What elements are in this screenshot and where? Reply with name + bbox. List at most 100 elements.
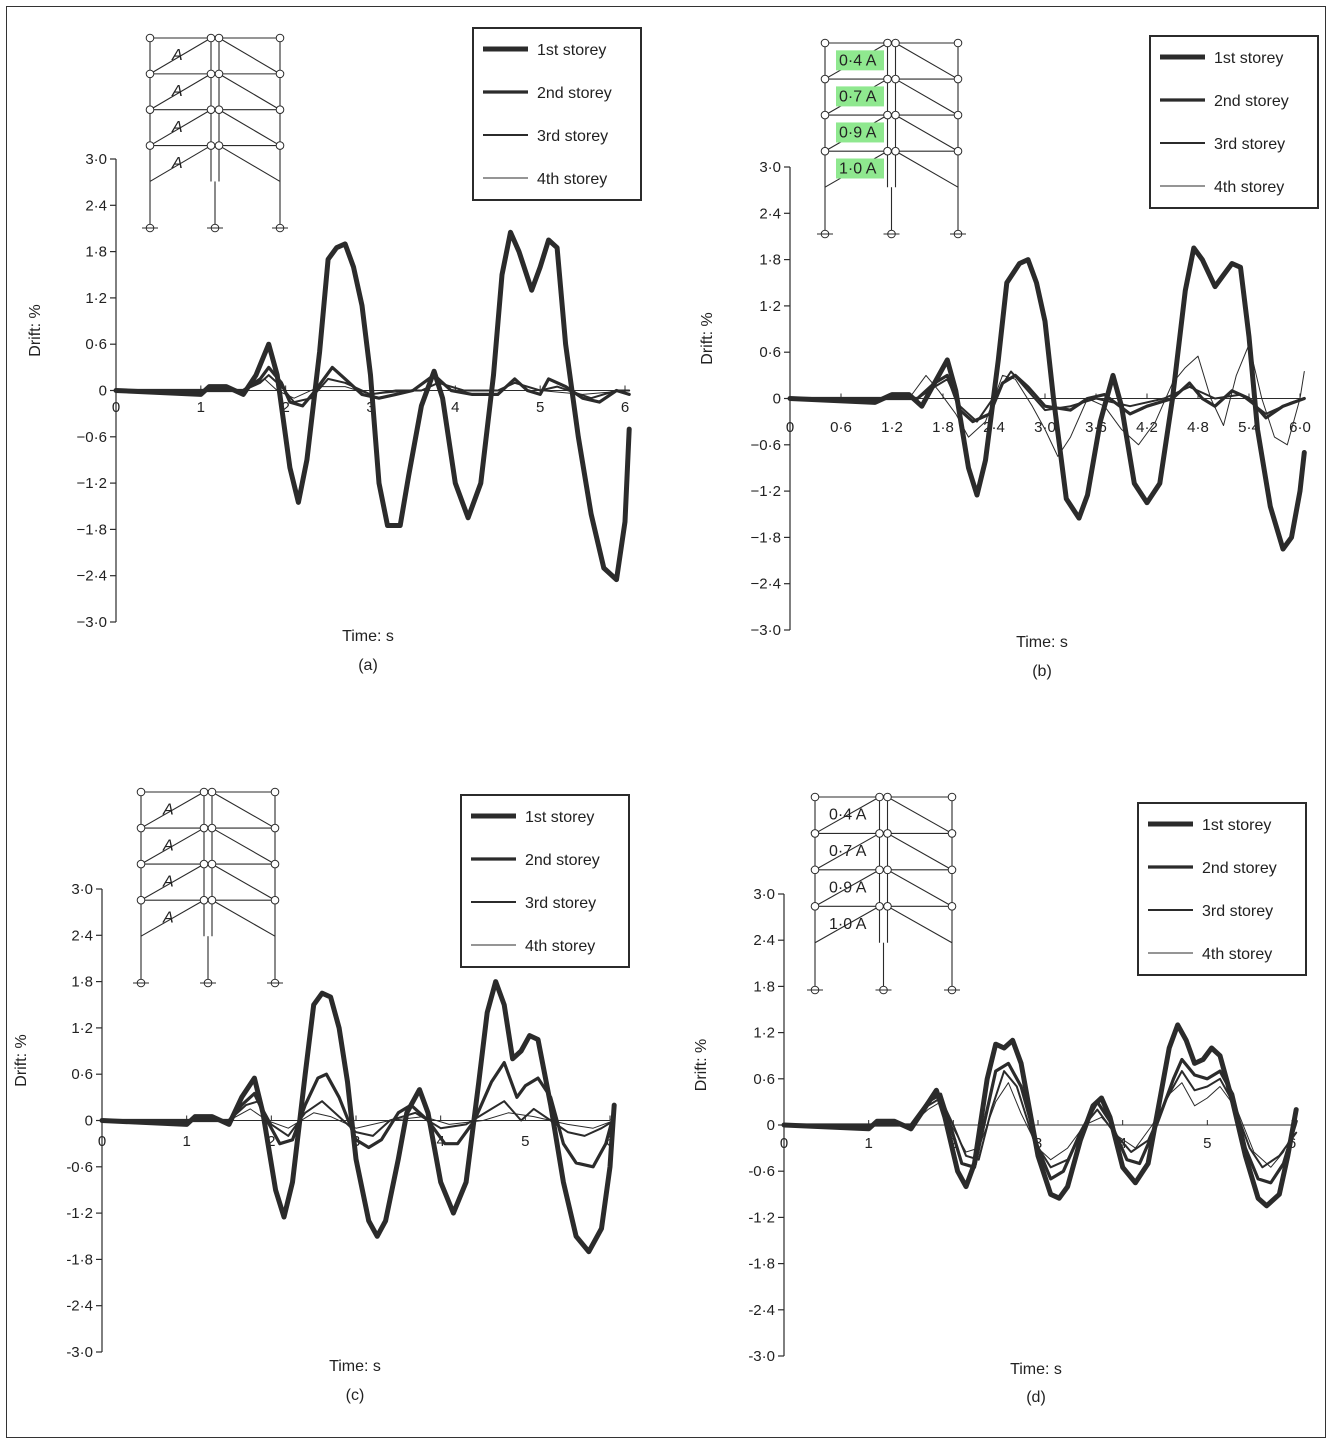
legend-entry: 3rd storey bbox=[525, 895, 596, 912]
y-tick-label: 1·2 bbox=[753, 1025, 775, 1042]
frame-brace bbox=[149, 37, 212, 75]
frame-hinge bbox=[883, 901, 892, 911]
x-axis-label: Time: s bbox=[1010, 1361, 1062, 1378]
frame-hinge bbox=[953, 38, 963, 48]
y-tick-label: −1·2 bbox=[751, 483, 781, 500]
frame-brace bbox=[814, 869, 880, 907]
y-tick-label: 1·2 bbox=[759, 298, 781, 315]
y-tick-label: 2·4 bbox=[753, 932, 775, 949]
y-tick-label: 2·4 bbox=[759, 205, 781, 222]
y-tick-label: −1·8 bbox=[77, 521, 107, 538]
frame-hinge bbox=[136, 823, 146, 833]
x-tick-label: 0 bbox=[112, 399, 120, 416]
frame-hinge bbox=[820, 110, 830, 120]
frame-hinge bbox=[207, 823, 217, 833]
frame-hinge bbox=[275, 33, 285, 43]
x-tick-label: 4 bbox=[436, 1133, 444, 1150]
panel-label: (c) bbox=[346, 1387, 365, 1404]
frame-brace bbox=[218, 145, 281, 182]
series-line-1 bbox=[781, 1022, 1299, 1209]
y-tick-label: -2·4 bbox=[748, 1302, 775, 1319]
frame-hinge bbox=[810, 829, 820, 838]
frame-hinge bbox=[891, 38, 900, 48]
y-tick-label: −2·4 bbox=[751, 576, 781, 593]
y-tick-label: 0·6 bbox=[753, 1071, 775, 1088]
x-tick-label: 5 bbox=[536, 399, 544, 416]
y-tick-label: -0·6 bbox=[66, 1159, 93, 1176]
storey-label-highlight bbox=[836, 86, 884, 107]
legend-entry: 1st storey bbox=[1202, 817, 1271, 834]
frame-hinge bbox=[270, 787, 280, 797]
frame-hinge bbox=[145, 105, 155, 115]
frame-hinge bbox=[136, 787, 146, 797]
x-tick-label: 5 bbox=[1203, 1135, 1211, 1152]
storey-label: A bbox=[162, 910, 174, 927]
storey-label-highlight bbox=[836, 50, 884, 71]
frame-schematic: 0·4 A 0·7 A 0·9 A 1·0 A bbox=[807, 792, 960, 995]
legend-entry: 2nd storey bbox=[1214, 93, 1289, 110]
x-tick-label: 0·6 bbox=[830, 419, 852, 436]
y-tick-label: -3·0 bbox=[748, 1348, 775, 1365]
frame-hinge bbox=[207, 895, 217, 905]
frame-hinge bbox=[145, 141, 155, 150]
series-line-3 bbox=[101, 1100, 616, 1137]
legend-entry: 1st storey bbox=[537, 42, 606, 59]
legend-entry: 4th storey bbox=[537, 171, 607, 188]
storey-label: 0·9 A bbox=[839, 124, 877, 141]
x-tick-label: 5 bbox=[521, 1133, 529, 1150]
panel-label: (d) bbox=[1026, 1389, 1046, 1406]
y-tick-label: −1·2 bbox=[77, 475, 107, 492]
y-tick-label: 0 bbox=[85, 1113, 93, 1130]
series-line-2 bbox=[782, 1057, 1298, 1185]
frame-brace bbox=[140, 827, 205, 865]
y-tick-label: 0 bbox=[773, 391, 781, 408]
x-tick-label: 1 bbox=[864, 1135, 872, 1152]
y-tick-label: -1·8 bbox=[748, 1256, 775, 1273]
frame-brace bbox=[218, 37, 281, 75]
frame-hinge bbox=[275, 69, 285, 79]
frame-brace bbox=[149, 145, 212, 182]
y-tick-label: 3·0 bbox=[753, 886, 775, 903]
x-axis-label: Time: s bbox=[342, 628, 394, 645]
storey-label: 1·0 A bbox=[829, 916, 867, 933]
series-line-4 bbox=[789, 344, 1305, 457]
series-line-4 bbox=[101, 1108, 615, 1129]
y-axis-label: Drift: % bbox=[13, 1034, 30, 1086]
frame-brace bbox=[895, 42, 959, 80]
storey-label: 0·7 A bbox=[829, 843, 867, 860]
frame-brace bbox=[140, 863, 205, 901]
frame-hinge bbox=[891, 146, 900, 156]
y-tick-label: 0·6 bbox=[759, 344, 781, 361]
frame-hinge bbox=[947, 792, 957, 802]
legend-box bbox=[472, 27, 642, 201]
y-tick-label: 3·0 bbox=[71, 881, 93, 898]
panel-1: 3·0 2·4 1·8 1·2 0·6 0 −0·6 −1·2 −1·8 −2·4 −3·0 0 1 2 3… bbox=[27, 27, 642, 674]
storey-label-highlight bbox=[836, 122, 884, 143]
y-tick-label: −3·0 bbox=[751, 622, 781, 639]
legend-entry: 2nd storey bbox=[1202, 860, 1277, 877]
frame-hinge bbox=[820, 74, 830, 84]
x-tick-label: 2 bbox=[281, 399, 289, 416]
frame-hinge bbox=[820, 146, 830, 156]
storey-label: 0·4 A bbox=[829, 807, 867, 824]
series-line-4 bbox=[115, 378, 630, 399]
y-tick-label: -1·8 bbox=[66, 1251, 93, 1268]
frame-brace bbox=[211, 791, 276, 829]
frame-hinge bbox=[214, 141, 224, 150]
x-tick-label: 6 bbox=[621, 399, 629, 416]
frame-hinge bbox=[891, 74, 900, 84]
series-line-3 bbox=[789, 370, 1306, 423]
frame-brace bbox=[149, 73, 212, 111]
frame-brace bbox=[814, 832, 880, 871]
storey-label: A bbox=[171, 83, 183, 100]
legend-entry: 2nd storey bbox=[537, 85, 612, 102]
frame-brace bbox=[211, 827, 276, 865]
x-tick-label: 4·8 bbox=[1187, 419, 1209, 436]
frame-brace bbox=[140, 899, 205, 937]
y-tick-label: -3·0 bbox=[66, 1344, 93, 1361]
frame-schematic: A A A A bbox=[142, 33, 288, 233]
frame-brace bbox=[211, 899, 276, 937]
legend: 1st storey 2nd storey 3rd storey 4th storey bbox=[460, 794, 630, 968]
frame-brace bbox=[887, 905, 953, 944]
x-tick-label: 2 bbox=[267, 1133, 275, 1150]
